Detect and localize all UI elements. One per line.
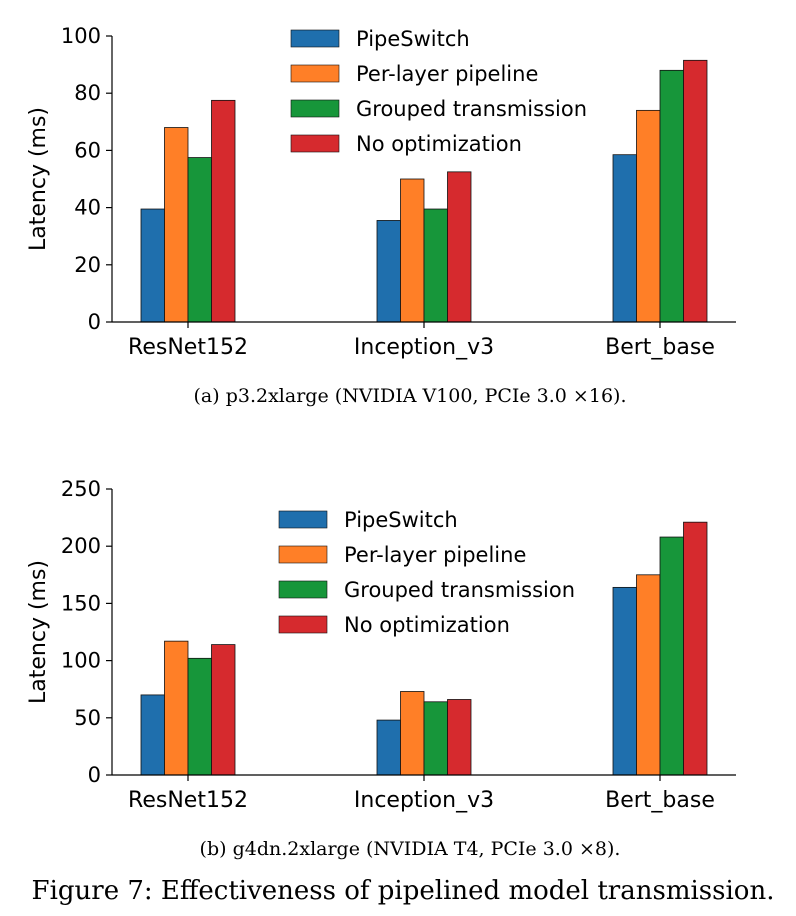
bar-grouped-transmission-resnet152 (187, 157, 212, 323)
bar-grouped-transmission-inception_v3 (423, 208, 448, 323)
legend-swatch (278, 510, 328, 529)
legend-label: No optimization (356, 132, 522, 156)
bar-per-layer-pipeline-resnet152 (164, 640, 189, 776)
y-tick-label: 50 (74, 706, 101, 730)
y-tick-label: 150 (61, 591, 101, 615)
bar-pipeswitch-inception_v3 (376, 719, 401, 776)
bar-grouped-transmission-bert_base (659, 69, 684, 323)
bar-no-optimization-inception_v3 (447, 699, 472, 776)
legend-swatch (290, 29, 340, 48)
bar-per-layer-pipeline-inception_v3 (400, 178, 425, 323)
y-tick-label: 40 (74, 196, 101, 220)
legend-swatch (278, 545, 328, 564)
bar-grouped-transmission-resnet152 (187, 657, 212, 776)
bar-per-layer-pipeline-bert_base (636, 574, 661, 776)
bar-per-layer-pipeline-resnet152 (164, 127, 189, 323)
y-tick-label: 80 (74, 81, 101, 105)
legend-swatch (290, 64, 340, 83)
chart-caption: (b) g4dn.2xlarge (NVIDIA T4, PCIe 3.0 ×8… (200, 838, 621, 860)
x-tick-label: ResNet152 (128, 788, 248, 813)
chart-b: 0 50 100 150 200 250 ResNet152 Inception_v3 Bert… (26, 477, 736, 860)
x-tick-label: Bert_base (605, 335, 715, 360)
y-axis-title: Latency (ms) (26, 107, 51, 251)
legend-swatch (278, 615, 328, 634)
bar-pipeswitch-resnet152 (140, 694, 165, 776)
bar-no-optimization-bert_base (683, 59, 708, 323)
bar-grouped-transmission-bert_base (659, 536, 684, 776)
chart-a: 0 20 40 60 80 100 ResNet152 Inception_v3 Bert_ba… (26, 24, 736, 407)
figure-caption: Figure 7: Effectiveness of pipelined mod… (32, 876, 775, 906)
legend-label: PipeSwitch (356, 27, 470, 51)
legend-swatch (290, 99, 340, 118)
y-tick-label: 60 (74, 138, 101, 162)
x-tick-label: ResNet152 (128, 335, 248, 360)
x-tick-label: Inception_v3 (354, 788, 494, 813)
bar-per-layer-pipeline-inception_v3 (400, 691, 425, 776)
legend-label: Per-layer pipeline (356, 62, 538, 86)
y-axis-title: Latency (ms) (26, 560, 51, 704)
legend-swatch (290, 134, 340, 153)
bar-pipeswitch-resnet152 (140, 208, 165, 323)
x-tick-label: Bert_base (605, 788, 715, 813)
legend-label: Grouped transmission (356, 97, 587, 121)
bar-grouped-transmission-inception_v3 (423, 701, 448, 776)
y-tick-label: 100 (61, 649, 101, 673)
y-tick-label: 0 (88, 763, 101, 787)
bar-per-layer-pipeline-bert_base (636, 109, 661, 323)
legend-label: No optimization (344, 613, 510, 637)
bar-pipeswitch-inception_v3 (376, 220, 401, 323)
y-tick-label: 200 (61, 534, 101, 558)
y-tick-label: 100 (61, 24, 101, 48)
legend-label: PipeSwitch (344, 508, 458, 532)
y-tick-label: 250 (61, 477, 101, 501)
bar-pipeswitch-bert_base (612, 154, 637, 323)
legend-swatch (278, 580, 328, 599)
legend-label: Grouped transmission (344, 578, 575, 602)
x-tick-label: Inception_v3 (354, 335, 494, 360)
bar-no-optimization-bert_base (683, 521, 708, 776)
bar-no-optimization-resnet152 (211, 99, 236, 323)
y-tick-label: 20 (74, 253, 101, 277)
chart-caption: (a) p3.2xlarge (NVIDIA V100, PCIe 3.0 ×1… (194, 385, 627, 407)
legend-label: Per-layer pipeline (344, 543, 526, 567)
y-tick-label: 0 (88, 310, 101, 334)
bar-pipeswitch-bert_base (612, 586, 637, 776)
bar-no-optimization-inception_v3 (447, 171, 472, 323)
bar-no-optimization-resnet152 (211, 644, 236, 776)
